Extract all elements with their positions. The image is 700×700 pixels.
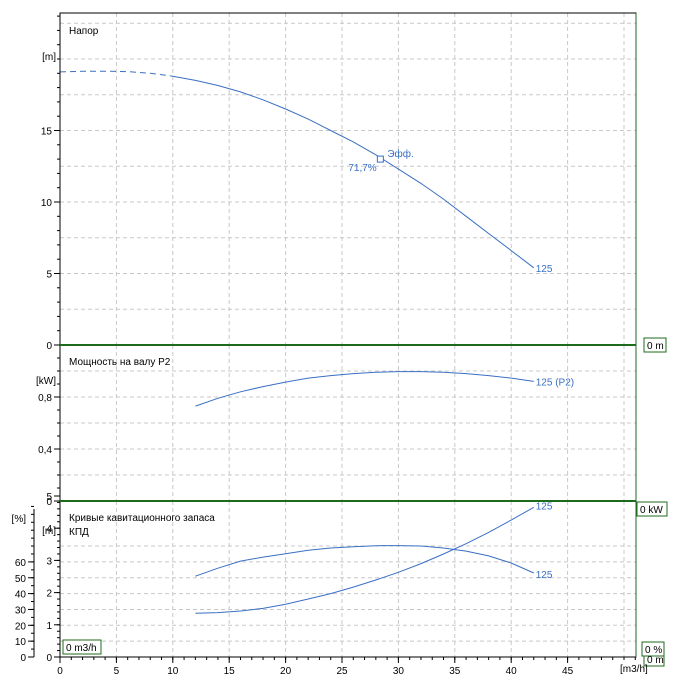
x-tick-label: 35: [449, 666, 461, 677]
npsh-curve-125: [195, 506, 535, 614]
npsh-y-tick-label: 4: [46, 524, 52, 535]
x-tick-label: 40: [506, 666, 518, 677]
x-tick-label: 15: [224, 666, 236, 677]
head-y-tick-label: 0: [46, 341, 52, 352]
npsh-y-unit-label: [m]: [42, 526, 56, 537]
pct-cursor-badge: 0 %: [645, 645, 662, 656]
head-y-tick-label: 10: [41, 198, 53, 209]
power-panel-title: Мощность на валу P2: [69, 357, 171, 368]
efficiency-panel-subtitle: КПД: [69, 527, 89, 538]
pct-y-tick-label: 30: [15, 605, 27, 616]
efficiency-value-label: 71,7%: [348, 163, 376, 174]
x-tick-label: 25: [336, 666, 348, 677]
npsh-y-tick-label: 5: [46, 492, 52, 503]
x-tick-label: 45: [562, 666, 574, 677]
x-tick-label: 0: [57, 666, 63, 677]
head-curve-extrapolated: [59, 70, 173, 77]
efficiency-series-label: 125: [536, 570, 553, 581]
head-y-tick-label: 15: [41, 127, 53, 138]
x-unit-label: [m3/h]: [620, 664, 648, 675]
head-series-label: 125: [536, 264, 553, 275]
npsh-y-tick-label: 2: [46, 589, 52, 600]
pct-y-tick-label: 20: [15, 621, 27, 632]
x-tick-label: 30: [393, 666, 405, 677]
efficiency-marker-label: Эфф.: [387, 148, 413, 160]
head-y-tick-label: 5: [46, 270, 52, 281]
power-y-tick-label: 0,8: [38, 393, 52, 404]
head-cursor-badge: 0 m: [647, 341, 664, 352]
npsh-y-tick-label: 3: [46, 556, 52, 567]
x-tick-label: 10: [167, 666, 179, 677]
power-y-tick-label: 0: [46, 497, 52, 508]
npsh-panel-title: Кривые кавитационного запаса: [69, 513, 215, 524]
pct-y-tick-label: 10: [15, 637, 27, 648]
x-tick-label: 20: [280, 666, 292, 677]
pct-y-unit-label: [%]: [12, 514, 27, 525]
power-curve-125: [195, 371, 534, 407]
power-series-label: 125 (P2): [536, 377, 574, 388]
head-y-unit-label: [m]: [42, 52, 56, 63]
grid-lines: [60, 13, 636, 657]
head-cursor-badge-box: [643, 337, 667, 353]
head-panel-title: Напор: [69, 26, 99, 37]
power-cursor-badge-box: [636, 501, 668, 517]
pct-y-tick-label: 40: [15, 590, 27, 601]
efficiency-curve-125: [195, 545, 535, 577]
npsh-y-tick-label: 1: [46, 621, 52, 632]
pct-y-tick-label: 0: [20, 653, 26, 664]
efficiency-point-marker: [376, 155, 384, 163]
curves: [59, 70, 535, 614]
npsh-series-label: 125: [536, 501, 553, 512]
power-y-tick-label: 0,4: [38, 445, 52, 456]
head-curve-125: [172, 75, 535, 269]
npsh-y-tick-label: 0: [46, 653, 52, 664]
flow-cursor-badge-box: [62, 639, 102, 655]
plot-frames: [28, 12, 668, 667]
x-tick-label: 5: [114, 666, 120, 677]
flow-cursor-badge: 0 m3/h: [66, 643, 97, 654]
pct-cursor-badge-box: [641, 641, 665, 657]
pct-y-tick-label: 60: [15, 558, 27, 569]
power-y-unit-label: [kW]: [36, 376, 56, 387]
pct-y-tick-label: 50: [15, 574, 27, 585]
npsh-cursor-badge: 0 m: [647, 655, 664, 666]
power-cursor-badge: 0 kW: [640, 505, 663, 516]
